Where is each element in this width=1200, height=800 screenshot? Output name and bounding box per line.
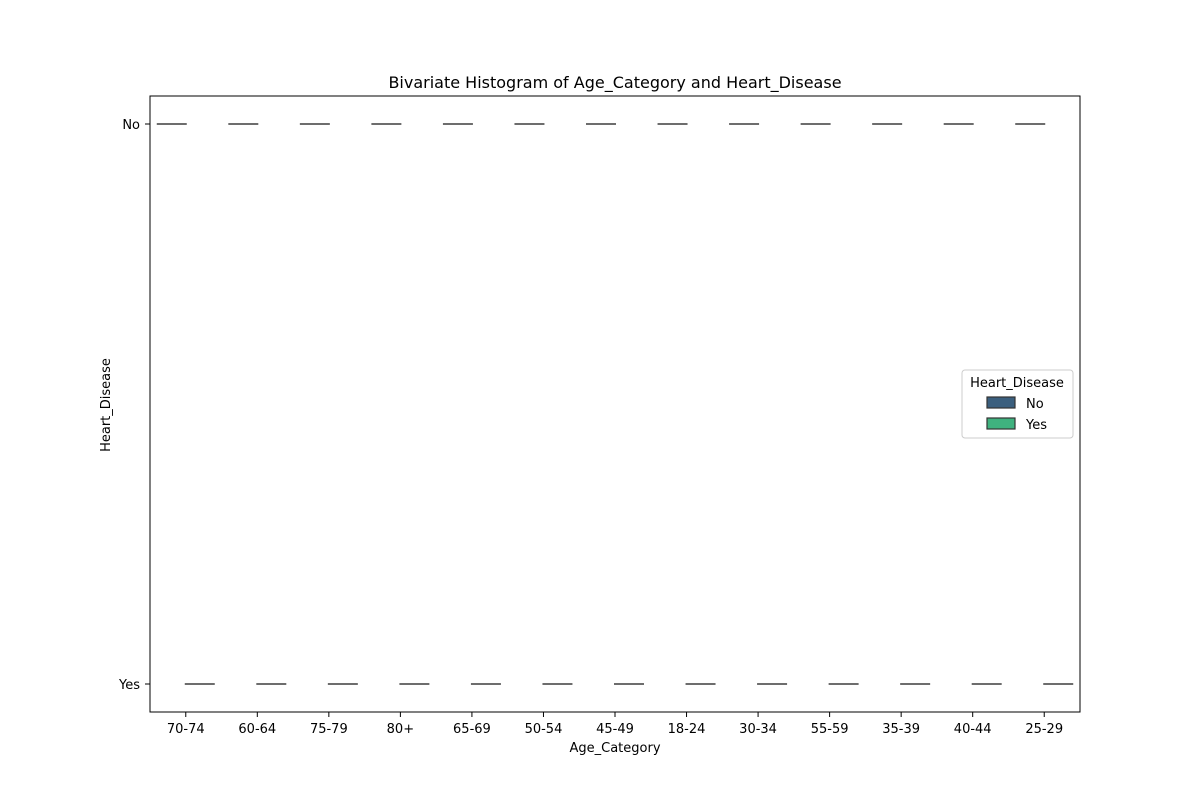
legend-label-yes: Yes [1025, 418, 1047, 433]
plot-marks [156, 123, 1074, 685]
y-tick-label: Yes [118, 678, 140, 693]
x-tick-label: 80+ [387, 722, 414, 737]
x-tick-label: 30-34 [739, 722, 777, 737]
y-axis: No Yes [118, 118, 150, 693]
y-tick-label: No [122, 118, 140, 133]
legend-title: Heart_Disease [970, 376, 1064, 391]
x-tick-label: 18-24 [668, 722, 706, 737]
x-tick-label: 65-69 [453, 722, 491, 737]
y-axis-label: Heart_Disease [99, 358, 114, 452]
x-tick-label: 55-59 [811, 722, 849, 737]
legend-swatch-yes [986, 417, 1016, 430]
x-tick-label: 25-29 [1025, 722, 1063, 737]
x-axis: 70-74 60-64 75-79 80+ 65-69 50-54 45-49 18-24 30… [167, 712, 1063, 737]
chart-title: Bivariate Histogram of Age_Category and … [388, 73, 841, 93]
x-tick-label: 50-54 [525, 722, 563, 737]
legend-label-no: No [1026, 397, 1044, 412]
x-tick-label: 60-64 [238, 722, 276, 737]
x-tick-label: 70-74 [167, 722, 205, 737]
legend: Heart_Disease No Yes [961, 369, 1074, 439]
legend-swatch-no [986, 396, 1016, 409]
x-tick-label: 45-49 [596, 722, 634, 737]
x-tick-label: 75-79 [310, 722, 348, 737]
x-axis-label: Age_Category [569, 741, 660, 756]
x-tick-label: 35-39 [882, 722, 920, 737]
x-tick-label: 40-44 [954, 722, 992, 737]
